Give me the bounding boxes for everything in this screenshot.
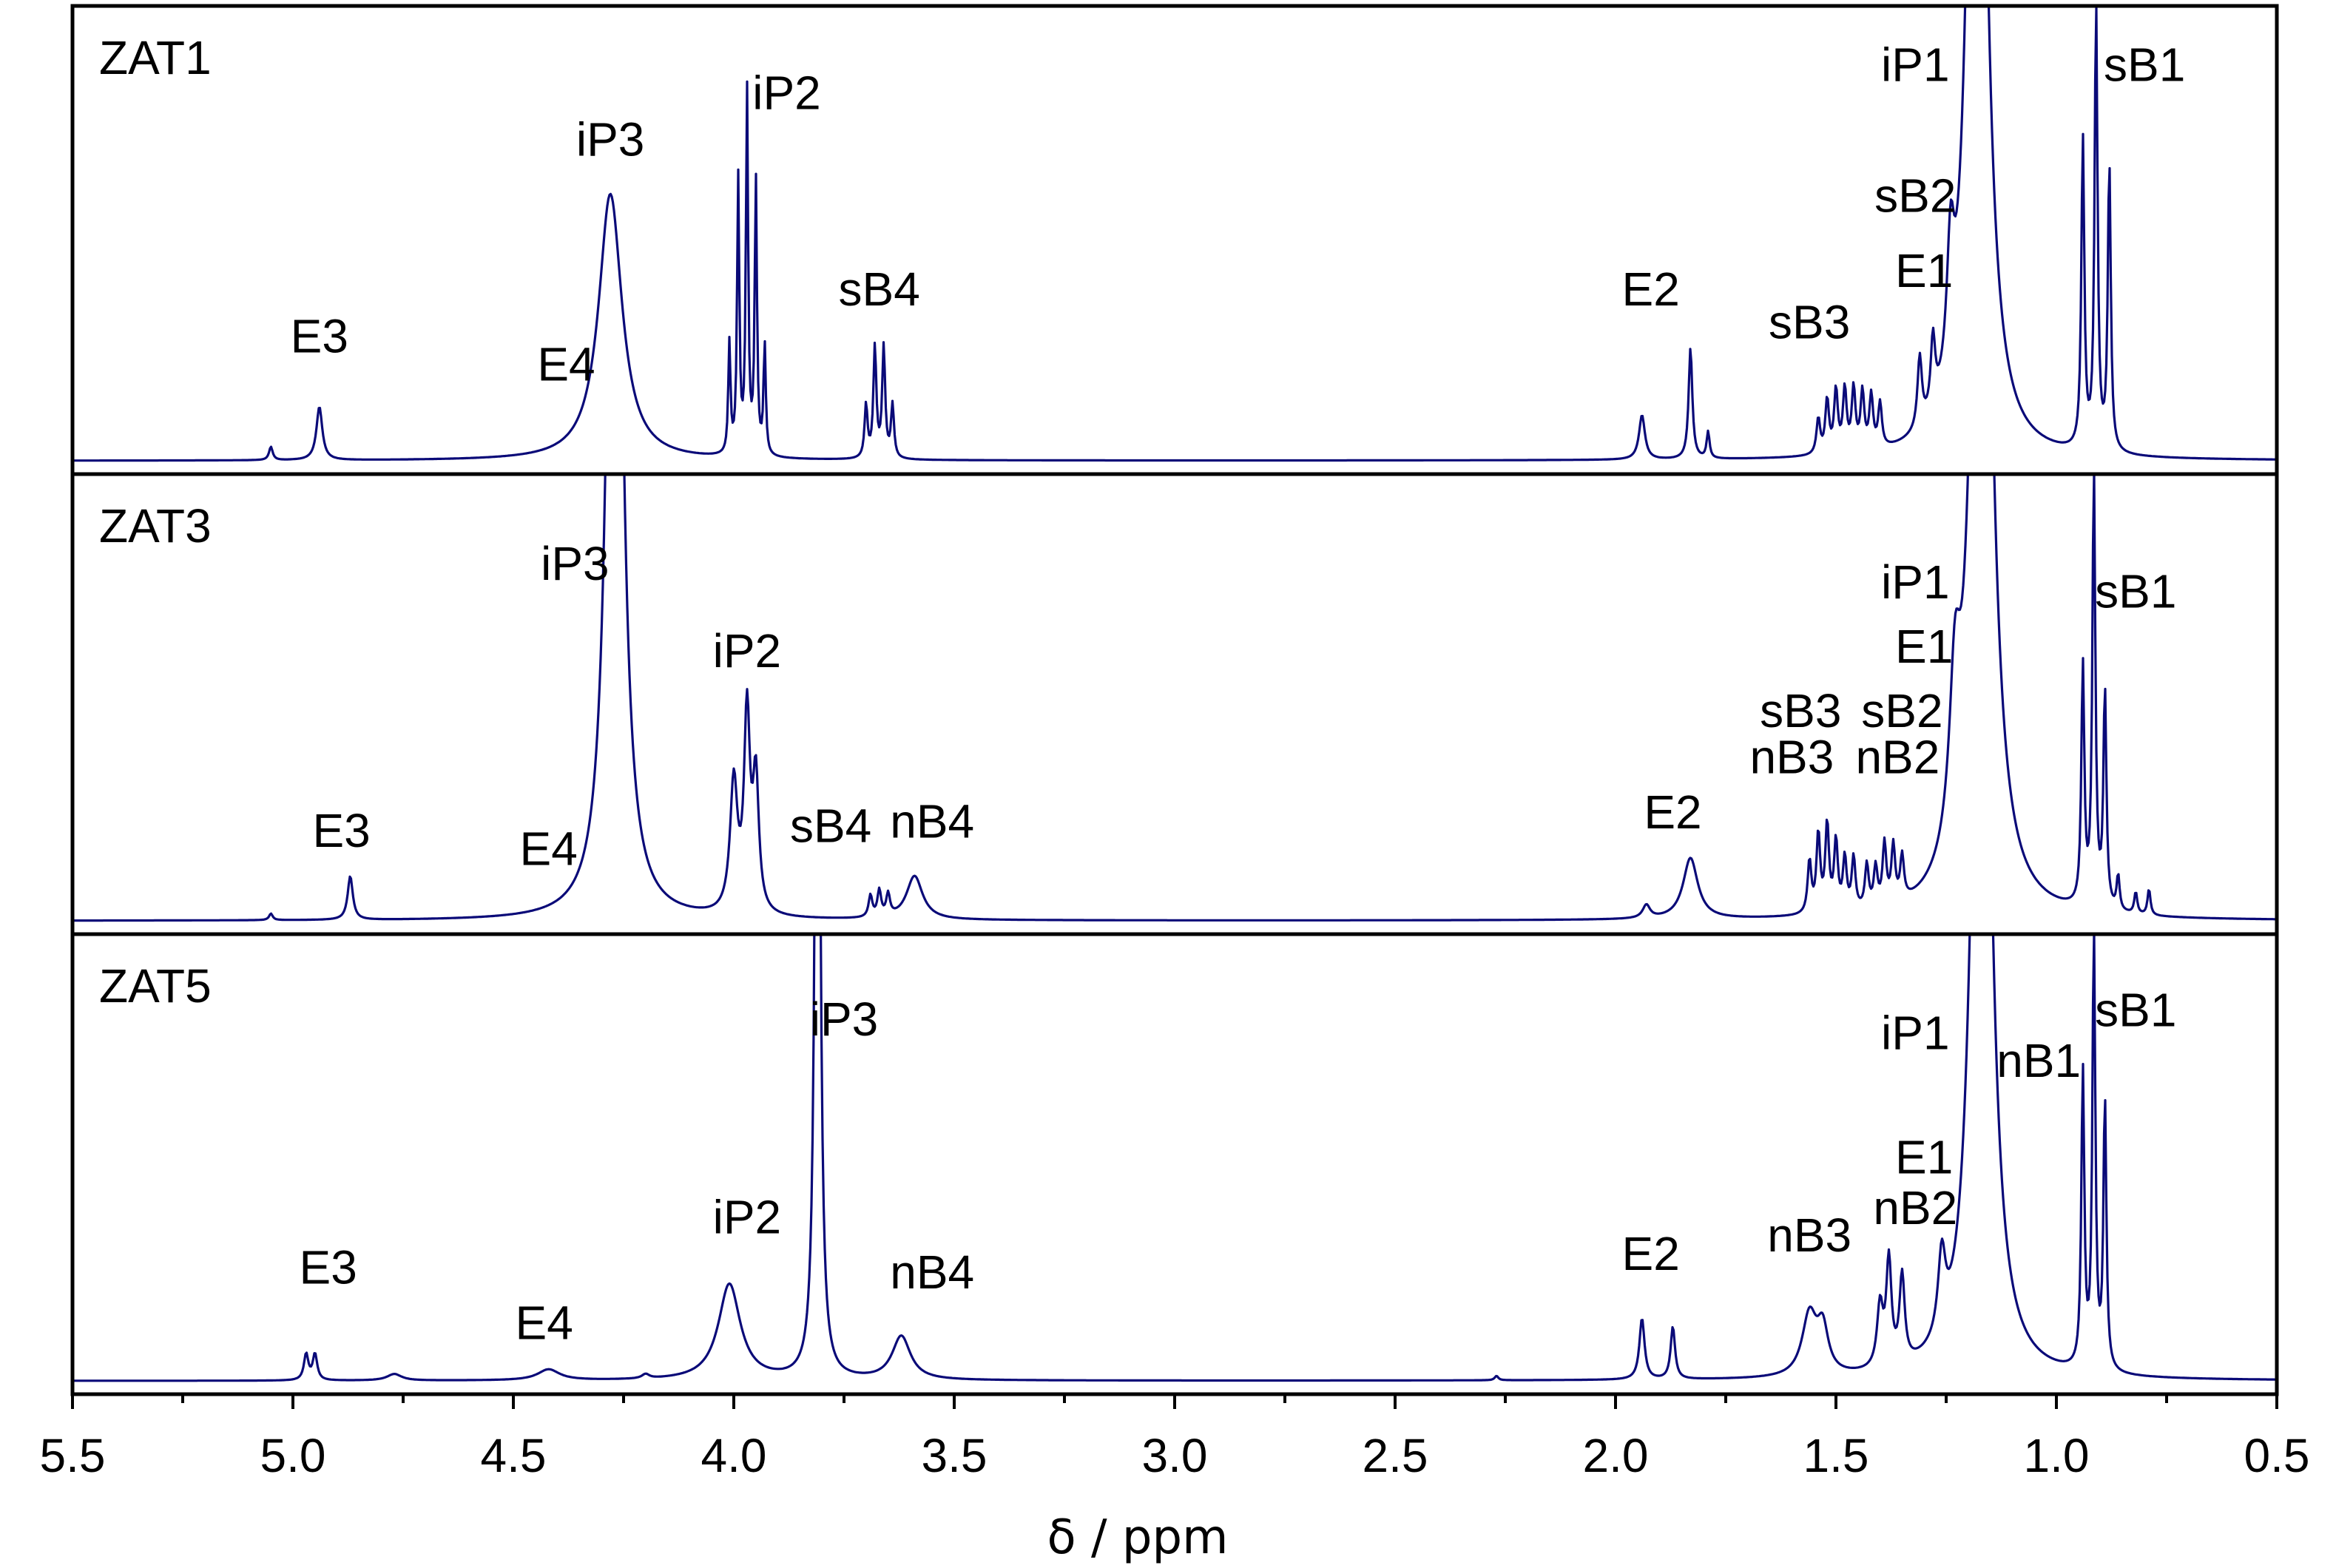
peak-label-ip3: iP3	[810, 993, 879, 1046]
peak-label-ip1: iP1	[1881, 1007, 1950, 1060]
peak-label-e4: E4	[537, 337, 595, 391]
x-tick-label: 2.0	[1583, 1429, 1649, 1482]
peak-label-nb3: nB3	[1767, 1209, 1851, 1262]
spectrum-trace-zat1	[72, 6, 2277, 462]
peak-label-ip2: iP2	[713, 624, 782, 677]
x-tick-label: 4.0	[701, 1429, 767, 1482]
peak-label-sb1: sB1	[2104, 38, 2185, 91]
panel-label: ZAT3	[99, 499, 212, 552]
x-tick-label: 2.5	[1363, 1429, 1428, 1482]
peak-label-e2: E2	[1622, 263, 1680, 316]
panel-label: ZAT1	[99, 31, 212, 84]
peak-label-e4: E4	[516, 1296, 573, 1349]
spectrum-trace-zat3	[72, 474, 2277, 922]
peak-label-e4: E4	[520, 822, 578, 876]
x-tick-label: 1.0	[2024, 1429, 2090, 1482]
peak-label-ip1: iP1	[1881, 38, 1950, 91]
peak-label-e1: E1	[1895, 620, 1953, 673]
peak-label-sb2: sB2	[1874, 169, 1956, 223]
peak-label-nb4: nB4	[890, 794, 974, 848]
spectra-panels: ZAT1 E3 E4 iP3 iP2 sB4 E2 sB3 E1 sB2 iP1 sB1 ZAT3 E3 E…	[70, 4, 2279, 1396]
x-tick-label: 4.5	[481, 1429, 547, 1482]
peak-label-sb4: sB4	[839, 263, 920, 316]
peak-label-nb1: nB1	[1996, 1034, 2081, 1087]
x-tick-label: 1.5	[1803, 1429, 1869, 1482]
peak-label-e1: E1	[1895, 244, 1953, 297]
peak-label-sb4: sB4	[790, 800, 871, 853]
x-tick-label: 5.5	[40, 1429, 106, 1482]
peak-label-sb2: sB2	[1861, 684, 1942, 737]
peak-label-e1: E1	[1895, 1130, 1953, 1183]
peak-label-sb1: sB1	[2095, 983, 2176, 1036]
peak-label-ip1: iP1	[1881, 555, 1950, 609]
peak-label-e2: E2	[1644, 785, 1701, 839]
x-tick-label: 3.5	[922, 1429, 988, 1482]
spectrum-panel-zat1: ZAT1 E3 E4 iP3 iP2 sB4 E2 sB3 E1 sB2 iP1 sB1	[70, 4, 2279, 476]
x-axis: 5.5 5.0 4.5 4.0 3.5 3.0 2.5 2.0 1.5 1.0 0.5	[40, 1394, 2310, 1482]
panel-label: ZAT5	[99, 959, 212, 1013]
peak-label-nb2: nB2	[1873, 1181, 1957, 1234]
peak-label-nb3: nB3	[1749, 730, 1834, 783]
peak-label-nb4: nB4	[890, 1246, 974, 1299]
spectrum-trace-zat5	[72, 934, 2277, 1382]
peak-label-e2: E2	[1622, 1227, 1680, 1280]
peak-label-e3: E3	[300, 1241, 357, 1294]
peak-label-nb2: nB2	[1855, 730, 1940, 783]
panel-frame	[70, 472, 2279, 936]
x-tick-label: 3.0	[1142, 1429, 1208, 1482]
x-tick-label: 0.5	[2244, 1429, 2310, 1482]
peak-label-ip3: iP3	[576, 113, 645, 166]
peak-label-ip2: iP2	[752, 66, 821, 119]
peak-label-ip2: iP2	[713, 1190, 782, 1243]
peak-label-sb3: sB3	[1769, 295, 1850, 348]
peak-label-e3: E3	[291, 309, 348, 362]
x-axis-title: δ / ppm	[1047, 1510, 1229, 1565]
peak-label-ip3: iP3	[541, 537, 610, 590]
peak-label-sb3: sB3	[1760, 684, 1841, 737]
x-tick-label: 5.0	[260, 1429, 326, 1482]
peak-label-e3: E3	[312, 804, 370, 857]
peak-label-sb1: sB1	[2095, 564, 2176, 618]
